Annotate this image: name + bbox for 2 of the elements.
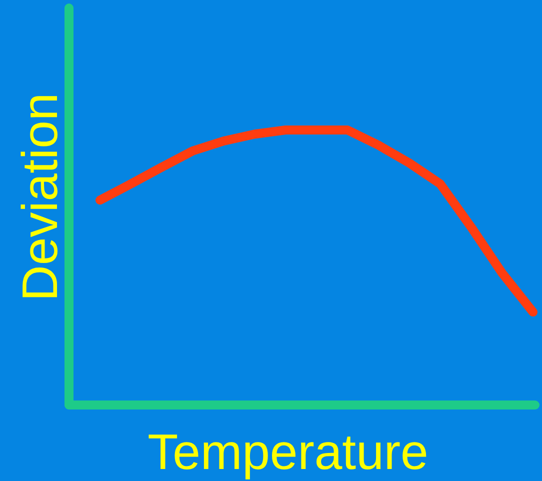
x-axis-title: Temperature — [148, 424, 428, 480]
y-axis-title: Deviation — [12, 92, 68, 302]
